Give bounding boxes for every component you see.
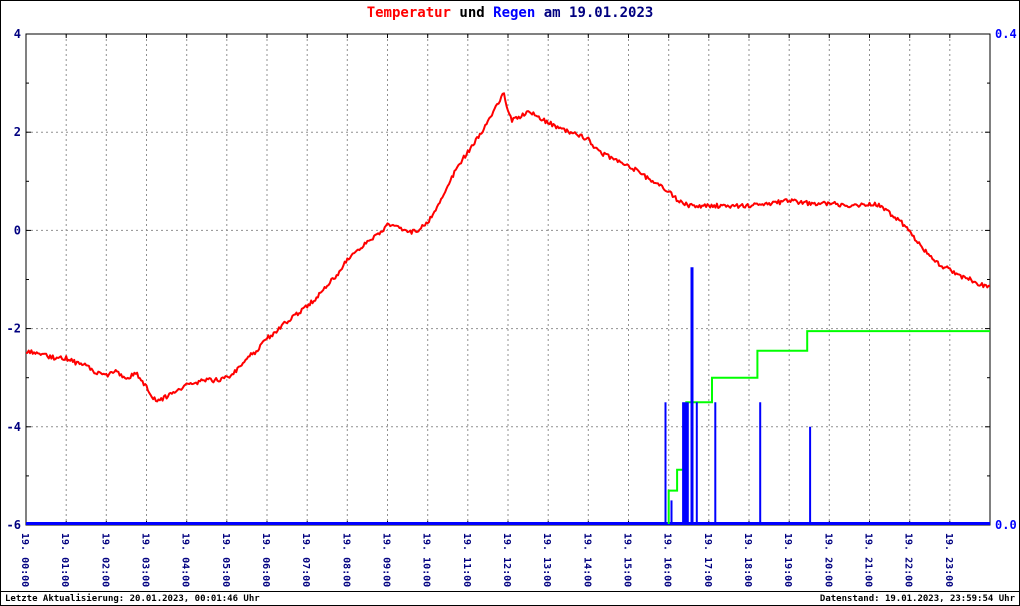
rain-cumulative-line — [667, 330, 990, 524]
x-axis-label: 19. 07:00 — [300, 533, 311, 587]
x-axis-label: 19. 08:00 — [340, 533, 351, 587]
x-axis-label: 19. 23:00 — [943, 533, 954, 587]
chart-title: Temperatur und Regen am 19.01.2023 — [1, 5, 1019, 21]
x-axis-label: 19. 05:00 — [220, 533, 231, 587]
x-axis-label: 19. 09:00 — [381, 533, 392, 587]
title-regen: Regen — [493, 5, 536, 21]
y-axis-label-left: 0 — [14, 223, 21, 237]
x-axis-label: 19. 17:00 — [702, 533, 713, 587]
x-axis-label: 19. 22:00 — [903, 533, 914, 587]
y-axis-label-right: 0.4 — [995, 27, 1017, 41]
title-date: am 19.01.2023 — [535, 5, 654, 21]
x-axis-label: 19. 21:00 — [863, 533, 874, 587]
y-axis-label-right: 0.0 — [995, 518, 1017, 532]
x-axis-label: 19. 11:00 — [461, 533, 472, 587]
temperature-line — [26, 92, 991, 403]
y-axis-label-left: -4 — [7, 420, 21, 434]
chart-canvas: 4 2 0 -2 -4 -6 0.4 0.0 19. 00:00 19. 01:00 19. 02:… — [7, 27, 1017, 587]
x-axis-label: 19. 02:00 — [99, 533, 110, 587]
y-axis-label-left: 4 — [14, 27, 21, 41]
last-update-text: Letzte Aktualisierung: 20.01.2023, 00:01… — [5, 593, 260, 604]
x-axis-label: 19. 13:00 — [541, 533, 552, 587]
x-axis-label: 19. 20:00 — [822, 533, 833, 587]
x-axis-label: 19. 03:00 — [140, 533, 151, 587]
x-axis-label: 19. 10:00 — [421, 533, 432, 587]
x-axis-label: 19. 06:00 — [260, 533, 271, 587]
data-status-text: Datenstand: 19.01.2023, 23:59:54 Uhr — [819, 593, 1015, 604]
title-und: und — [450, 5, 494, 21]
x-axis-label: 19. 14:00 — [581, 533, 592, 587]
x-axis-label: 19. 15:00 — [622, 533, 633, 587]
x-axis-label: 19. 19:00 — [782, 533, 793, 587]
x-axis-label: 19. 18:00 — [742, 533, 753, 587]
y-axis-label-left: 2 — [14, 125, 21, 139]
x-axis-label: 19. 00:00 — [19, 533, 30, 587]
footer-bar: Letzte Aktualisierung: 20.01.2023, 00:01… — [1, 591, 1019, 605]
y-axis-label-left: -6 — [7, 518, 21, 532]
x-axis-label: 19. 04:00 — [180, 533, 191, 587]
x-axis-label: 19. 16:00 — [662, 533, 673, 587]
x-axis-label: 19. 12:00 — [501, 533, 512, 587]
y-axis-label-left: -2 — [7, 322, 21, 336]
x-axis-label: 19. 01:00 — [59, 533, 70, 587]
title-temperatur: Temperatur — [366, 5, 451, 21]
